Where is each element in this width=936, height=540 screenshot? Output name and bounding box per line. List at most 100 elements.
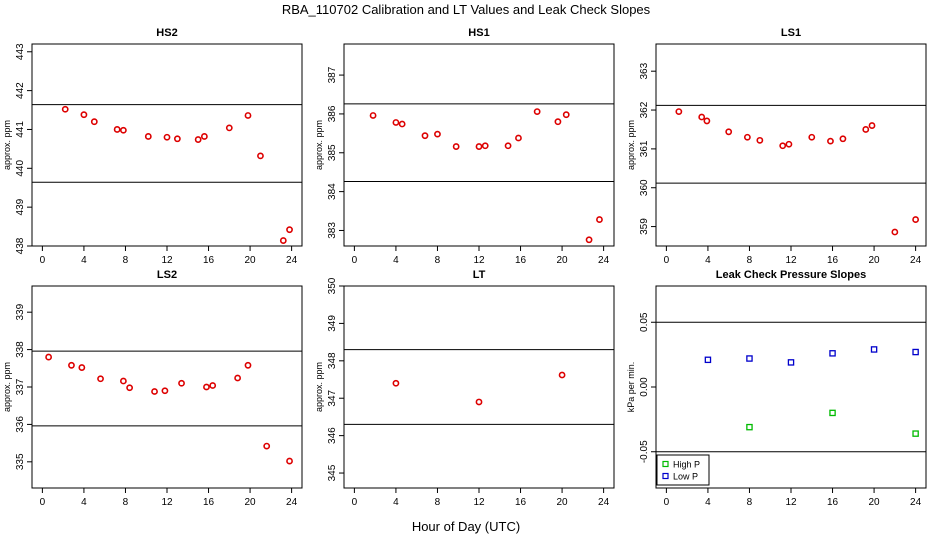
y-tick-label: 440 bbox=[15, 160, 26, 177]
data-point bbox=[178, 379, 185, 387]
y-tick-label: 383 bbox=[327, 222, 338, 239]
legend-marker bbox=[662, 472, 669, 480]
y-tick-label: 346 bbox=[327, 427, 338, 444]
x-tick-label: 12 bbox=[161, 497, 173, 508]
x-tick-label: 24 bbox=[910, 255, 922, 266]
x-tick-label: 16 bbox=[827, 497, 839, 508]
data-point-low-p bbox=[870, 346, 878, 353]
data-point bbox=[698, 113, 706, 121]
panel-title: LT bbox=[473, 269, 486, 281]
data-point bbox=[279, 237, 287, 244]
data-point bbox=[868, 122, 876, 129]
x-tick-label: 4 bbox=[705, 497, 711, 508]
data-point bbox=[554, 118, 562, 126]
x-tick-label: 0 bbox=[40, 255, 46, 266]
y-axis-label: approx. ppm bbox=[314, 362, 324, 412]
data-point bbox=[808, 133, 816, 141]
plot-frame bbox=[343, 43, 615, 247]
x-axis-label: Hour of Day (UTC) bbox=[412, 519, 520, 534]
data-point bbox=[113, 126, 121, 133]
plot-frame bbox=[31, 285, 303, 489]
x-tick-label: 12 bbox=[473, 497, 485, 508]
data-point bbox=[891, 228, 899, 236]
x-tick-label: 24 bbox=[598, 497, 610, 508]
x-tick-label: 0 bbox=[40, 497, 46, 508]
panel-leak: Leak Check Pressure Slopes 0 4 8 12 16 20 24 -0.… bbox=[626, 269, 927, 508]
x-tick-label: 8 bbox=[123, 255, 129, 266]
data-point bbox=[45, 353, 53, 361]
x-tick-label: 0 bbox=[664, 255, 670, 266]
plot-frame bbox=[343, 285, 615, 489]
y-tick-label: 443 bbox=[15, 43, 26, 60]
data-point-low-p bbox=[787, 359, 795, 366]
x-tick-label: 8 bbox=[435, 255, 441, 266]
x-tick-label: 12 bbox=[785, 497, 797, 508]
y-tick-label: 345 bbox=[327, 464, 338, 481]
data-point bbox=[234, 374, 242, 382]
y-tick-label: 362 bbox=[639, 101, 650, 118]
y-tick-label: 347 bbox=[327, 389, 338, 406]
data-point bbox=[68, 361, 75, 369]
y-tick-label: 349 bbox=[327, 315, 338, 332]
x-tick-label: 12 bbox=[785, 255, 797, 266]
y-tick-label: 350 bbox=[327, 277, 338, 294]
x-tick-label: 4 bbox=[81, 255, 87, 266]
data-point bbox=[827, 137, 834, 145]
legend-entry: High P bbox=[673, 460, 700, 470]
x-tick-label: 12 bbox=[161, 255, 173, 266]
y-axis-label: approx. ppm bbox=[314, 120, 324, 170]
data-point bbox=[244, 361, 252, 369]
y-tick-label: 386 bbox=[327, 105, 338, 122]
data-point-low-p bbox=[912, 348, 919, 356]
data-point bbox=[585, 236, 593, 244]
x-tick-label: 20 bbox=[869, 497, 881, 508]
panel-title: HS2 bbox=[156, 27, 177, 39]
y-tick-label: 439 bbox=[15, 198, 26, 215]
x-tick-label: 24 bbox=[286, 497, 298, 508]
data-point bbox=[562, 111, 570, 119]
legend-entry: Low P bbox=[673, 472, 698, 482]
y-tick-label: 441 bbox=[15, 121, 26, 138]
data-point bbox=[119, 126, 127, 134]
data-point bbox=[785, 140, 793, 148]
panel-title: Leak Check Pressure Slopes bbox=[716, 269, 866, 281]
data-point bbox=[263, 442, 271, 450]
data-point bbox=[225, 124, 233, 132]
data-point bbox=[173, 135, 181, 143]
y-tick-label: 442 bbox=[15, 82, 26, 99]
data-point bbox=[725, 128, 733, 136]
data-point bbox=[475, 398, 483, 406]
x-tick-label: 4 bbox=[705, 255, 711, 266]
y-tick-label: 384 bbox=[327, 183, 338, 200]
data-point bbox=[392, 379, 400, 387]
x-tick-label: 20 bbox=[557, 255, 569, 266]
data-point-high-p bbox=[912, 430, 919, 437]
x-tick-label: 20 bbox=[245, 255, 257, 266]
data-point bbox=[80, 111, 88, 119]
x-tick-label: 24 bbox=[286, 255, 298, 266]
x-tick-label: 16 bbox=[203, 497, 215, 508]
y-axis-label: approx. ppm bbox=[626, 120, 636, 170]
data-point-low-p bbox=[829, 350, 836, 357]
data-point bbox=[779, 142, 787, 150]
x-tick-label: 8 bbox=[747, 497, 753, 508]
x-tick-label: 8 bbox=[435, 497, 441, 508]
x-tick-label: 0 bbox=[352, 497, 358, 508]
y-tick-label: 339 bbox=[15, 303, 26, 320]
data-point bbox=[203, 383, 210, 391]
data-point bbox=[163, 133, 171, 141]
data-point bbox=[481, 142, 489, 150]
y-tick-label: 359 bbox=[639, 218, 650, 235]
y-axis-label: approx. ppm bbox=[2, 362, 12, 412]
data-point bbox=[97, 375, 104, 383]
legend-marker bbox=[662, 460, 669, 468]
data-point bbox=[756, 136, 764, 144]
data-point-low-p bbox=[704, 356, 712, 364]
x-tick-label: 20 bbox=[869, 255, 881, 266]
data-point bbox=[244, 112, 252, 119]
y-tick-label: 348 bbox=[327, 352, 338, 369]
y-tick-label: 0.00 bbox=[639, 377, 650, 397]
x-tick-label: 0 bbox=[664, 497, 670, 508]
panel-title: LS1 bbox=[781, 27, 801, 39]
y-tick-label: 337 bbox=[15, 378, 26, 395]
